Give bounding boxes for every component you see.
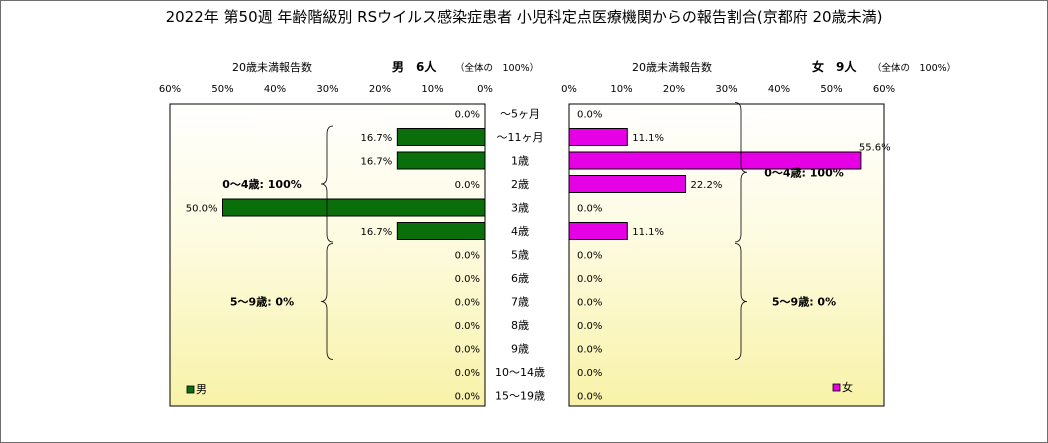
female-value-label: 55.6% (859, 143, 891, 154)
category-label: 15～19歳 (495, 390, 545, 403)
female-tick-label: 50% (820, 84, 842, 95)
female-bars (568, 128, 862, 240)
female-header-label: 女 9人 (812, 59, 857, 74)
female-bar (568, 222, 628, 240)
category-label: 1歳 (511, 155, 529, 168)
category-label: 9歳 (511, 343, 529, 356)
female-value-label: 22.2% (691, 180, 723, 191)
female-value-labels: 0.0% 11.1% 55.6% 22.2% 0.0% 11.1% 0.0% 0.0% 0.0%… (577, 110, 891, 403)
male-value-label: 0.0% (455, 392, 480, 403)
female-annotation-text: 5～9歳: 0% (772, 295, 836, 309)
female-value-label: 0.0% (577, 368, 602, 379)
male-plot-area (169, 103, 486, 407)
female-header-note: （全体の 100%） (872, 62, 956, 74)
annotation-brace (320, 243, 334, 360)
female-value-label: 11.1% (632, 133, 664, 144)
category-label: 8歳 (511, 319, 529, 332)
female-bar (568, 175, 687, 193)
male-bars (222, 128, 486, 240)
male-header-label: 男 6人 (392, 59, 437, 74)
male-bar (396, 128, 486, 146)
female-value-label: 0.0% (577, 251, 602, 262)
female-legend-swatch (832, 383, 841, 392)
female-tick-label: 40% (768, 84, 790, 95)
male-legend-swatch (186, 385, 195, 394)
category-labels: ～5ヶ月 ～11ヶ月 1歳 2歳 3歳 4歳 5歳 6歳 7歳 8歳 9歳 10～14歳 15～19歳 (495, 108, 545, 403)
female-tick-label: 60% (873, 84, 895, 95)
female-tick-label: 10% (610, 84, 632, 95)
male-tick-labels: 0% 10% 20% 30% 40% 50% 60% (159, 84, 493, 95)
male-tick-label: 30% (316, 84, 338, 95)
annotation-brace (734, 102, 748, 243)
female-annotation-text: 0～4歳: 100% (764, 165, 844, 179)
female-tick-labels: 0% 10% 20% 30% 40% 50% 60% (561, 84, 895, 95)
female-tick-label: 0% (561, 84, 577, 95)
male-annotation-text: 0～4歳: 100% (222, 177, 302, 191)
male-tick-label: 40% (264, 84, 286, 95)
female-tick-label: 20% (663, 84, 685, 95)
male-value-label: 16.7% (361, 157, 393, 168)
female-value-label: 0.0% (577, 298, 602, 309)
male-tick-label: 10% (421, 84, 443, 95)
category-label: 10～14歳 (495, 366, 545, 379)
category-label: ～5ヶ月 (500, 108, 540, 121)
male-axis-label: 20歳未満報告数 (232, 61, 312, 74)
annotation-brace (734, 243, 748, 360)
male-legend-label: 男 (196, 383, 207, 396)
female-value-label: 0.0% (577, 110, 602, 121)
category-label: 4歳 (511, 225, 529, 238)
category-label: 7歳 (511, 296, 529, 309)
female-bar (568, 151, 862, 170)
female-value-label: 0.0% (577, 321, 602, 332)
male-value-label: 0.0% (455, 251, 480, 262)
female-legend-label: 女 (842, 380, 853, 394)
female-value-label: 11.1% (632, 227, 664, 238)
female-tick-label: 30% (715, 84, 737, 95)
male-value-label: 0.0% (455, 345, 480, 356)
male-tick-label: 20% (369, 84, 391, 95)
male-value-label: 0.0% (455, 274, 480, 285)
male-bar (222, 198, 486, 217)
male-value-label: 0.0% (455, 180, 480, 191)
category-label: 5歳 (511, 249, 529, 262)
male-value-label: 0.0% (455, 298, 480, 309)
female-annotations: 0～4歳: 100% 5～9歳: 0% (734, 102, 844, 360)
male-tick-label: 50% (211, 84, 233, 95)
chart-title: 2022年 第50週 年齢階級別 RSウイルス感染症患者 小児科定点医療機関から… (166, 8, 883, 26)
male-tick-label: 0% (477, 84, 493, 95)
male-value-label: 16.7% (361, 227, 393, 238)
female-axis-label: 20歳未満報告数 (632, 61, 712, 74)
female-value-label: 0.0% (577, 345, 602, 356)
female-value-label: 0.0% (577, 274, 602, 285)
male-value-label: 0.0% (455, 368, 480, 379)
category-label: ～11ヶ月 (497, 131, 544, 144)
female-value-label: 0.0% (577, 204, 602, 215)
category-label: 2歳 (511, 178, 529, 191)
male-header-note: （全体の 100%） (455, 62, 539, 74)
male-bar (396, 222, 486, 240)
male-tick-label: 60% (159, 84, 181, 95)
male-value-label: 16.7% (361, 133, 393, 144)
male-value-label: 0.0% (455, 321, 480, 332)
female-plot-area (568, 103, 885, 407)
male-annotation-text: 5～9歳: 0% (230, 295, 294, 309)
category-label: 3歳 (511, 202, 529, 215)
male-bar (396, 151, 486, 170)
male-value-label: 0.0% (455, 110, 480, 121)
category-label: 6歳 (511, 272, 529, 285)
female-value-label: 0.0% (577, 392, 602, 403)
male-value-labels: 0.0% 16.7% 16.7% 0.0% 50.0% 16.7% 0.0% 0.0% 0.0%… (186, 110, 480, 403)
annotation-brace (320, 125, 334, 243)
male-annotations: 0～4歳: 100% 5～9歳: 0% (222, 125, 334, 360)
male-value-label: 50.0% (186, 204, 218, 215)
female-bar (568, 128, 628, 146)
